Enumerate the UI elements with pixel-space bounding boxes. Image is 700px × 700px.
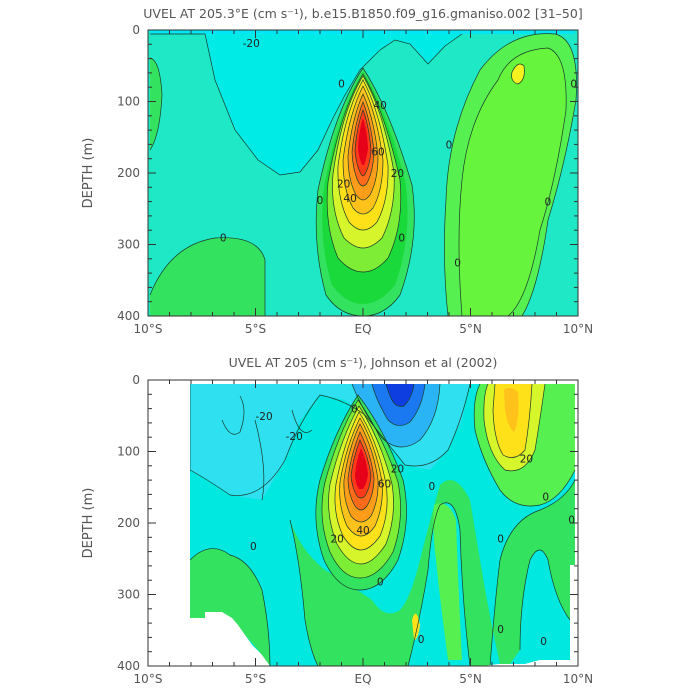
panel-bottom: UVEL AT 205 (cm s⁻¹), Johnson et al (200… xyxy=(81,355,593,686)
bottom-deep-patch xyxy=(412,613,420,640)
bottom-green-strip xyxy=(433,503,462,660)
bottom-contour-label: 0 xyxy=(351,404,358,416)
bottom-x-tick-label: EQ xyxy=(354,672,371,686)
top-contour-label: 0 xyxy=(317,195,324,207)
bottom-title: UVEL AT 205 (cm s⁻¹), Johnson et al (200… xyxy=(229,355,498,370)
top-x-tick-label: 10°S xyxy=(134,322,163,336)
top-contour-label: 20 xyxy=(337,179,350,191)
top-x-tick-label: EQ xyxy=(354,322,371,336)
top-contour-label: 0 xyxy=(446,139,453,151)
bottom-x-tick-label: 5°N xyxy=(459,672,482,686)
bottom-contour-label: 0 xyxy=(568,514,575,526)
bottom-green-main xyxy=(290,480,575,666)
top-ylabel: DEPTH (m) xyxy=(81,138,96,209)
bottom-contour-label: 20 xyxy=(520,454,533,466)
bottom-y-tick-label: 0 xyxy=(132,373,140,387)
top-green-right-2 xyxy=(459,48,567,316)
bottom-ylabel: DEPTH (m) xyxy=(81,488,96,559)
top-x-tick-label: 5°N xyxy=(459,322,482,336)
bottom-x-tick-label: 10°S xyxy=(134,672,163,686)
bottom-contour-label: 0 xyxy=(377,577,384,589)
top-y-tick-label: 200 xyxy=(117,166,140,180)
bottom-contour-label: -20 xyxy=(256,411,273,423)
top-contour-lines xyxy=(149,33,577,316)
bottom-contour-label: 0 xyxy=(418,634,425,646)
top-contour-label: 40 xyxy=(343,193,356,205)
bottom-contour-label: 0 xyxy=(497,624,504,636)
top-jet-core xyxy=(358,118,368,165)
bottom-contour-label: 0 xyxy=(497,534,504,546)
bottom-y-tick-label: 100 xyxy=(117,445,140,459)
top-x-tick-label: 5°S xyxy=(245,322,266,336)
top-yellow-spot xyxy=(511,64,525,84)
top-contour-label: 20 xyxy=(391,168,404,180)
top-contour-label: 0 xyxy=(398,232,405,244)
top-y-tick-label: 300 xyxy=(117,238,140,252)
top-x-tick-label: 10°N xyxy=(563,322,593,336)
bottom-yellow-core xyxy=(504,387,519,432)
top-title: UVEL AT 205.3°E (cm s⁻¹), b.e15.B1850.f0… xyxy=(143,6,582,21)
bottom-contour-label: 20 xyxy=(331,534,344,546)
bottom-contour-label: 0 xyxy=(428,481,435,493)
bottom-contour-label: 0 xyxy=(542,492,549,504)
top-y-tick-label: 400 xyxy=(117,309,140,323)
top-contour-label: 0 xyxy=(545,197,552,209)
bottom-y-tick-label: 400 xyxy=(117,659,140,673)
top-contour-label: -20 xyxy=(243,38,260,50)
top-neg20-region xyxy=(150,34,462,175)
bottom-contour-lines xyxy=(189,383,576,666)
top-contour-label: 60 xyxy=(371,147,384,159)
top-contour-fill xyxy=(148,30,578,316)
bottom-contour-label: 60 xyxy=(378,479,391,491)
bottom-y-tick-label: 200 xyxy=(117,516,140,530)
bottom-contour-label: -20 xyxy=(286,431,303,443)
bottom-contour-label: 20 xyxy=(391,464,404,476)
top-contour-labels: -20 0 0 0 0 0 0 0 0 40 40 20 20 60 xyxy=(220,38,577,270)
panel-top: UVEL AT 205.3°E (cm s⁻¹), b.e15.B1850.f0… xyxy=(81,6,593,336)
bottom-x-tick-label: 5°S xyxy=(245,672,266,686)
top-contour-label: 0 xyxy=(454,257,461,269)
top-contour-label: 0 xyxy=(570,79,577,91)
bottom-y-tick-label: 300 xyxy=(117,588,140,602)
top-contour-label: 0 xyxy=(220,232,227,244)
bottom-contour-label: 40 xyxy=(356,525,369,537)
bottom-green-sw xyxy=(190,548,270,666)
bottom-neg80 xyxy=(386,384,414,407)
top-y-tick-label: 100 xyxy=(117,95,140,109)
bottom-jet-core xyxy=(355,448,368,489)
bottom-contour-label: 0 xyxy=(250,541,257,553)
bottom-contour-label: 0 xyxy=(540,636,547,648)
top-contour-label: 40 xyxy=(374,100,387,112)
bottom-contour-fill xyxy=(148,380,578,666)
top-green-left-upper xyxy=(150,58,162,150)
top-green-left-lower xyxy=(150,237,265,316)
bottom-x-tick-label: 10°N xyxy=(563,672,593,686)
top-y-tick-label: 0 xyxy=(132,23,140,37)
top-contour-label: 0 xyxy=(338,79,345,91)
bottom-nodata-mask xyxy=(148,380,270,666)
